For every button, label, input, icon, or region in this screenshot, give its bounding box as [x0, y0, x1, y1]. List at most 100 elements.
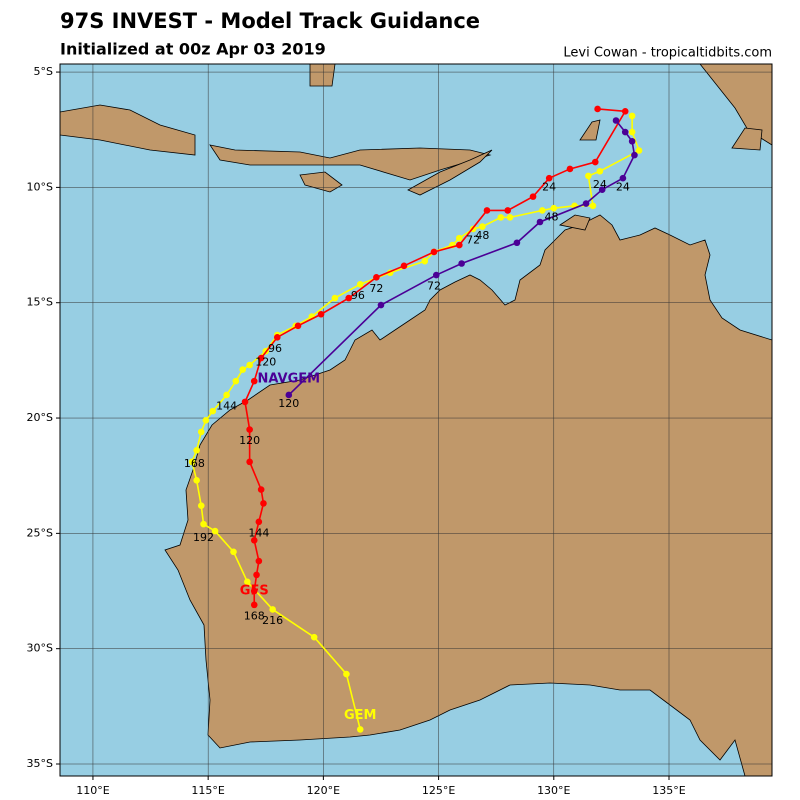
hour-label: 72	[427, 280, 441, 293]
track-point	[294, 322, 302, 330]
track-point	[310, 633, 318, 641]
track-point	[538, 207, 546, 214]
track-point	[594, 105, 601, 113]
timor	[407, 149, 493, 196]
track-point	[631, 151, 638, 159]
sumba	[299, 171, 343, 193]
track-point	[628, 112, 636, 120]
track-point	[621, 107, 629, 115]
track-point	[456, 241, 463, 249]
track-point	[197, 502, 205, 509]
track-point	[356, 726, 364, 733]
hour-label: 96	[268, 342, 282, 355]
grid-layer	[56, 64, 772, 780]
track-point	[400, 262, 408, 270]
frame	[59, 63, 773, 777]
hour-label: 144	[216, 400, 237, 413]
track-point	[504, 207, 512, 214]
hour-label: 168	[184, 457, 205, 470]
track-point	[250, 536, 258, 544]
track-point	[612, 117, 620, 124]
x-tick-label: 120°E	[307, 784, 340, 797]
y-tick-label: 25°S	[27, 526, 53, 539]
track-point	[188, 458, 196, 466]
track-point	[250, 601, 258, 609]
track-point	[566, 165, 574, 173]
track-point	[506, 214, 514, 221]
track-point	[598, 186, 606, 194]
track-point	[255, 557, 263, 565]
track-point	[479, 223, 486, 230]
track-point	[269, 606, 276, 613]
track-point	[536, 218, 544, 226]
track-point	[230, 548, 237, 556]
x-tick-label: 125°E	[422, 784, 455, 797]
track-point	[317, 310, 325, 318]
hour-label: 120	[255, 356, 276, 369]
track-point	[246, 361, 253, 369]
melville-island	[558, 214, 591, 231]
x-tick-label: 130°E	[537, 784, 570, 797]
hour-label: 72	[369, 282, 383, 295]
hour-label: 168	[244, 609, 265, 622]
track-point	[458, 260, 465, 267]
track-point	[421, 257, 429, 265]
track-point	[529, 193, 537, 200]
hour-label: 48	[544, 210, 558, 223]
track-name: GEM	[344, 708, 377, 723]
track-point	[193, 447, 200, 454]
track-point	[513, 239, 521, 247]
track-point	[456, 234, 463, 242]
aru	[731, 127, 763, 151]
subtitle: Initialized at 00z Apr 03 2019	[60, 40, 326, 59]
track-point	[239, 366, 247, 373]
y-tick-label: 15°S	[27, 296, 53, 309]
x-tick-label: 115°E	[191, 784, 224, 797]
track-point	[246, 426, 253, 433]
hour-label: 144	[248, 526, 269, 539]
hour-label: 24	[542, 180, 556, 193]
track-point	[241, 398, 249, 406]
title: 97S INVEST - Model Track Guidance	[60, 9, 480, 33]
track-point	[232, 377, 240, 385]
track-point	[209, 407, 217, 415]
hour-label: 192	[193, 531, 214, 544]
track-point	[257, 486, 265, 493]
y-tick-label: 5°S	[34, 65, 53, 78]
y-tick-label: 20°S	[27, 411, 53, 424]
track-point	[483, 207, 491, 214]
track-point	[343, 670, 350, 678]
track-point	[273, 334, 281, 341]
track-point	[250, 587, 258, 595]
track-point	[257, 354, 265, 362]
track-name: GFS	[240, 584, 269, 599]
y-tick-label: 30°S	[27, 642, 53, 655]
track-point	[331, 294, 339, 302]
track-point	[430, 248, 438, 256]
track-point	[253, 571, 260, 579]
track-point	[377, 301, 385, 309]
track-point	[202, 417, 210, 424]
y-tick-label: 10°S	[27, 180, 53, 193]
track-point	[432, 271, 440, 279]
track-point	[591, 158, 599, 166]
java	[60, 104, 196, 156]
hour-label: 24	[593, 178, 607, 191]
track-point	[200, 520, 207, 528]
track-name: NAVGEM	[258, 371, 321, 386]
lesser-sunda-islands	[209, 144, 492, 181]
x-tick-label: 110°E	[76, 784, 109, 797]
track-point	[497, 214, 505, 221]
track-point	[197, 428, 205, 436]
hour-label: 120	[278, 397, 299, 410]
y-tick-label: 35°S	[27, 757, 53, 770]
track-point	[635, 147, 643, 154]
track-point	[373, 274, 380, 281]
credit: Levi Cowan - tropicaltidbits.com	[563, 46, 772, 61]
tanimbar	[579, 119, 601, 141]
track-point	[246, 458, 253, 466]
track-point	[193, 477, 200, 484]
